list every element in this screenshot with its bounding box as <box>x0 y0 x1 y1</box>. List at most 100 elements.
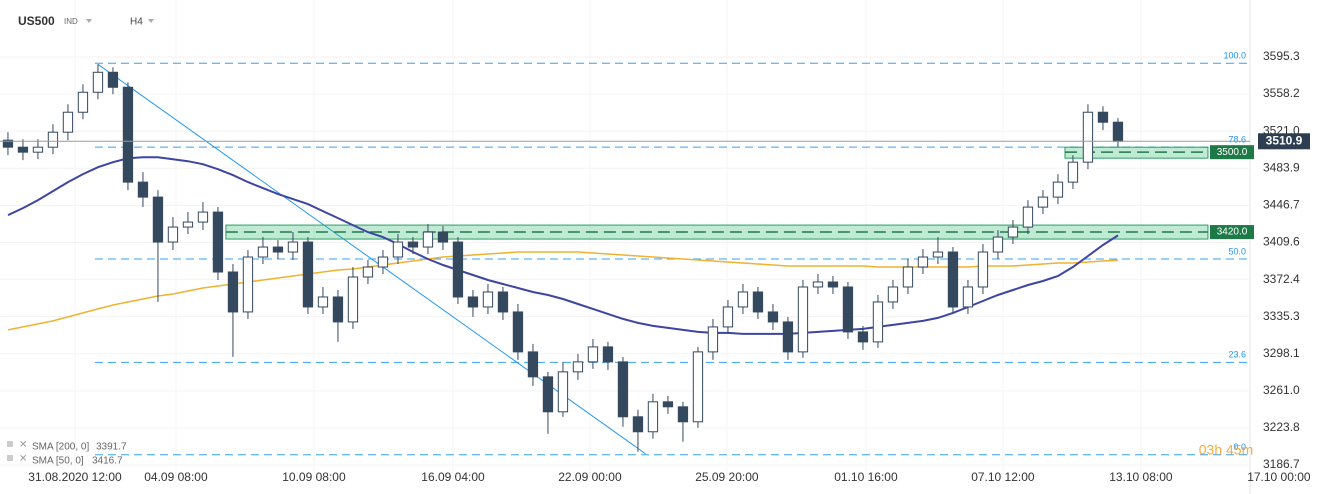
indicator-lines <box>7 156 1119 335</box>
candle-body <box>497 291 509 313</box>
legend-label: SMA [50, 0] <box>32 456 84 467</box>
candle-body <box>557 371 569 413</box>
trendline <box>97 63 646 455</box>
candle-body <box>107 71 119 88</box>
legend-icon[interactable] <box>7 441 13 447</box>
instrument-type: IND <box>64 17 78 26</box>
candle-body <box>662 401 674 408</box>
fib-label: 23.6 <box>1228 350 1246 360</box>
candle-body <box>437 231 449 243</box>
candle-body <box>302 241 314 308</box>
candle-body <box>752 291 764 313</box>
y-tick-label: 3595.3 <box>1263 49 1300 63</box>
candle-body <box>527 351 539 378</box>
candle-body <box>962 286 974 308</box>
candle-body <box>152 196 164 243</box>
zone-label-box <box>1210 225 1254 240</box>
legend-icon[interactable]: ✕ <box>19 440 27 451</box>
candle-body <box>137 181 149 198</box>
x-tick-label: 01.10 16:00 <box>834 470 898 484</box>
last-price-box <box>1258 133 1310 150</box>
candle-body <box>1082 111 1094 163</box>
candle-body <box>1022 206 1034 228</box>
candle-body <box>617 361 629 418</box>
candle-body <box>182 221 194 228</box>
candle-body <box>1037 196 1049 208</box>
candle-body <box>572 361 584 373</box>
candle-body <box>347 276 359 323</box>
zone-label: 3500.0 <box>1217 147 1248 158</box>
candle-body <box>77 91 89 113</box>
timeframe[interactable]: H4 <box>130 17 143 28</box>
candle-body <box>542 376 554 413</box>
dropdown-arrow[interactable] <box>86 19 92 23</box>
candle-body <box>812 281 824 288</box>
y-tick-label: 3298.1 <box>1263 346 1300 360</box>
candle-body <box>707 326 719 353</box>
dropdown-arrow[interactable] <box>148 19 154 23</box>
x-tick-label: 16.09 04:00 <box>421 470 485 484</box>
candle-body <box>1097 111 1109 123</box>
x-tick-label: 17.10 00:00 <box>1247 470 1311 484</box>
legend-label: SMA [200, 0] <box>32 442 89 453</box>
grid <box>0 0 1251 494</box>
candle-body <box>392 241 404 258</box>
candle-body <box>782 321 794 353</box>
candles <box>2 64 1124 452</box>
x-tick-label: 07.10 12:00 <box>971 470 1035 484</box>
y-tick-label: 3335.3 <box>1263 309 1300 323</box>
x-tick-label: 13.10 08:00 <box>1109 470 1173 484</box>
candle-body <box>827 281 839 288</box>
zone-label: 3420.0 <box>1217 227 1248 238</box>
y-tick-label: 3261.0 <box>1263 383 1300 397</box>
candle-body <box>62 111 74 133</box>
sma-line <box>7 156 1119 335</box>
candle-body <box>1112 121 1124 142</box>
y-tick-label: 3558.2 <box>1263 86 1300 100</box>
candle-body <box>767 311 779 323</box>
candle-body <box>902 266 914 288</box>
candle-body <box>647 401 659 433</box>
candle-body <box>677 406 689 423</box>
candle-body <box>947 251 959 308</box>
zone-label-box <box>1210 145 1254 160</box>
candle-body <box>122 86 134 183</box>
x-tick-label: 10.09 08:00 <box>282 470 346 484</box>
candle-body <box>1007 226 1019 238</box>
candle-body <box>737 291 749 308</box>
candle-body <box>1067 161 1079 183</box>
candle-body <box>887 286 899 303</box>
zones: 3420.0 3500.0 <box>225 145 1254 240</box>
legend-value: 3391.7 <box>96 442 127 453</box>
fib-label: 0.0 <box>1233 442 1246 452</box>
candle-body <box>2 139 14 148</box>
candle-body <box>257 246 269 258</box>
candle-body <box>932 251 944 258</box>
candle-body <box>227 271 239 313</box>
legend: ✕ SMA [200, 0] 3391.7 ✕ SMA [50, 0] 3416… <box>7 440 127 467</box>
fib-label: 100.0 <box>1223 51 1246 61</box>
last-price-label: 3510.9 <box>1266 133 1303 147</box>
candle-body <box>407 241 419 248</box>
candle-body <box>17 146 29 153</box>
y-tick-label: 3446.7 <box>1263 198 1300 212</box>
symbol[interactable]: US500 <box>18 14 55 28</box>
candle-body <box>332 296 344 323</box>
y-tick-label: 3223.8 <box>1263 420 1300 434</box>
candle-body <box>587 346 599 363</box>
candle-body <box>467 296 479 308</box>
candle-body <box>857 331 869 343</box>
candle-body <box>992 236 1004 253</box>
candle-body <box>92 71 104 93</box>
candle-body <box>512 311 524 353</box>
legend-icon[interactable]: ✕ <box>19 454 27 465</box>
candle-body <box>842 286 854 333</box>
y-tick-label: 3186.7 <box>1263 457 1300 471</box>
candle-body <box>362 266 374 278</box>
candle-body <box>977 251 989 288</box>
legend-icon[interactable] <box>7 455 13 461</box>
countdown: 03h 45m <box>1199 442 1253 458</box>
sma-line <box>7 251 1119 331</box>
candle-body <box>377 256 389 268</box>
